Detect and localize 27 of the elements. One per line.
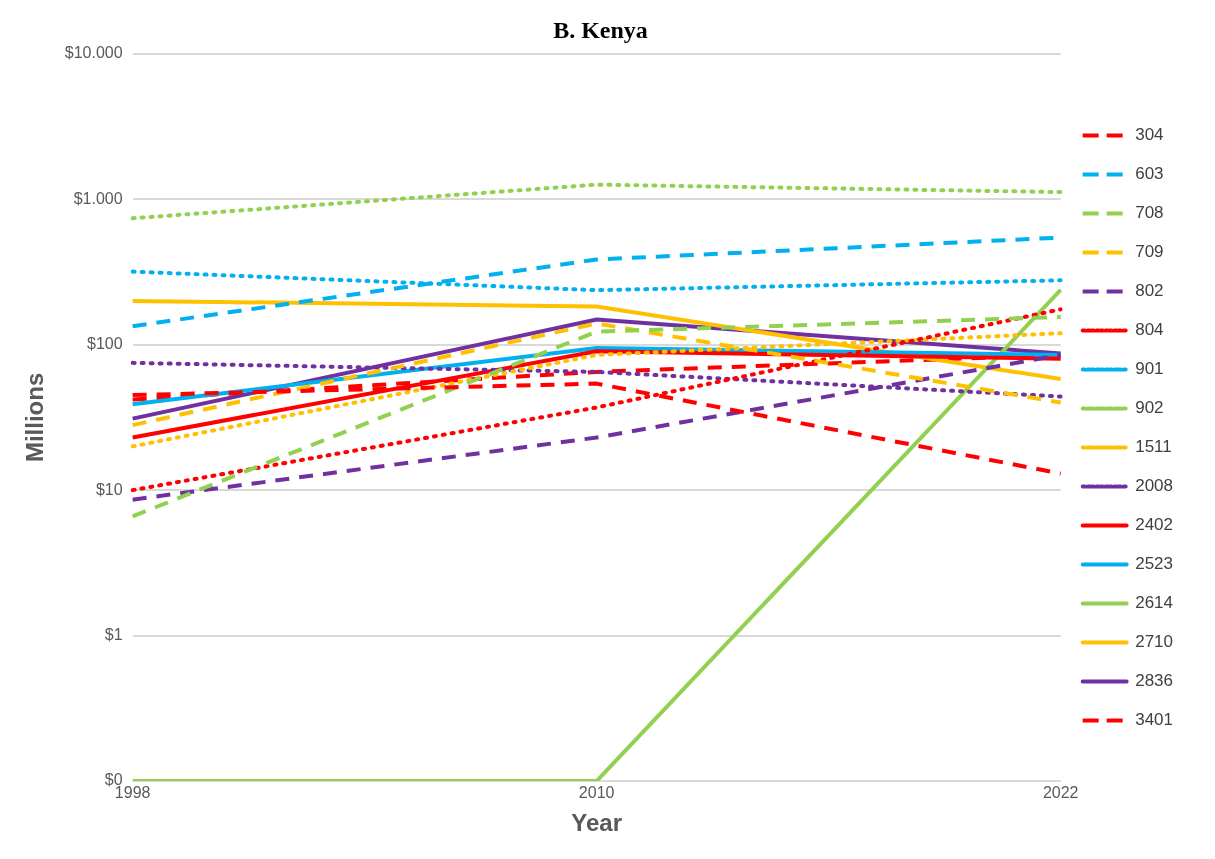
legend-label: 603 [1135, 164, 1164, 184]
legend-label: 1511 [1135, 437, 1172, 457]
x-tick-label: 1998 [114, 784, 151, 802]
x-tick-label: 2010 [578, 784, 615, 802]
y-tick-label: $10.000 [64, 44, 123, 62]
legend-label: 2710 [1135, 632, 1174, 652]
y-axis-title: Millions [21, 372, 49, 463]
legend-label: 708 [1135, 203, 1164, 223]
legend-label: 3401 [1135, 710, 1174, 730]
legend-label: 2008 [1135, 476, 1174, 496]
legend-label: 2402 [1135, 515, 1174, 535]
x-tick-label: 2022 [1042, 784, 1079, 802]
legend-label: 2614 [1135, 593, 1174, 613]
legend-label: 902 [1135, 398, 1164, 418]
x-axis-title: Year [571, 809, 623, 837]
legend-label: 2523 [1135, 554, 1174, 574]
y-tick-label: $1 [104, 625, 123, 643]
legend-label: 709 [1135, 242, 1164, 262]
legend-label: 802 [1135, 281, 1164, 301]
legend-label: 804 [1135, 320, 1164, 340]
chart-title: B. Kenya [553, 16, 648, 43]
y-tick-label: $1.000 [73, 189, 123, 207]
legend-label: 901 [1135, 359, 1164, 379]
y-tick-label: $100 [87, 335, 123, 353]
legend-label: 304 [1135, 125, 1164, 145]
legend-label: 2836 [1135, 671, 1174, 691]
y-tick-label: $10 [95, 480, 123, 498]
